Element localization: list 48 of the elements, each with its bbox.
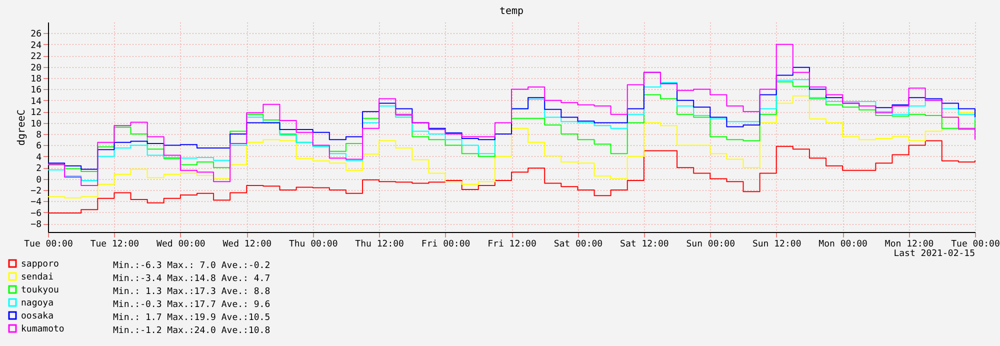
x-tick-label: Sun 00:00 — [686, 240, 736, 250]
text: Min.:-3.4 Max.:14.8 Ave.: 4.7 — [113, 274, 270, 284]
x-tick-label: Fri 00:00 — [421, 240, 470, 250]
text: Min.: 1.7 Max.:19.9 Ave.:10.5 — [113, 313, 270, 323]
legend-label: kumamoto — [21, 324, 64, 334]
legend-label: sendai — [21, 272, 54, 282]
x-tick-label: Wed 00:00 — [156, 240, 206, 250]
y-tick-label: 20 — [30, 63, 42, 74]
x-tick-label: Mon 00:00 — [818, 240, 868, 250]
x-tick-label: Fri 12:00 — [488, 240, 536, 250]
y-tick-label: 4 — [36, 152, 42, 163]
text: Last 2021-02-15 — [894, 249, 975, 259]
y-tick-label: −6 — [30, 208, 42, 219]
x-tick-label: Wed 12:00 — [222, 240, 272, 250]
y-tick-label: 2 — [36, 164, 42, 174]
chart-title: temp — [499, 6, 524, 17]
text: Min.:-6.3 Max.: 7.0 Ave.:-0.2 — [113, 261, 270, 271]
x-tick-label: Mon 12:00 — [884, 240, 934, 250]
legend-label: oosaka — [21, 312, 54, 322]
y-tick-label: 22 — [30, 52, 42, 62]
y-tick-label: 8 — [36, 130, 42, 140]
text: Min.:-1.2 Max.:24.0 Ave.:10.8 — [113, 326, 270, 336]
y-tick-label: 0 — [36, 175, 42, 186]
y-tick-label: 16 — [30, 86, 42, 96]
x-tick-label: Thu 00:00 — [288, 240, 338, 250]
text: Min.: 1.3 Max.:17.3 Ave.: 8.8 — [113, 287, 270, 297]
x-tick-label: Sat 12:00 — [620, 240, 669, 250]
y-tick-label: 24 — [30, 40, 42, 51]
x-tick-label: Tue 00:00 — [951, 240, 1000, 250]
y-tick-label: −8 — [30, 220, 42, 230]
y-tick-label: 10 — [30, 119, 42, 130]
x-tick-label: Tue 00:00 — [24, 240, 73, 250]
y-tick-label: 14 — [30, 96, 42, 107]
y-tick-label: 18 — [30, 74, 42, 84]
legend-label: nagoya — [21, 298, 54, 308]
y-tick-label: −2 — [30, 186, 42, 196]
legend-label: sapporo — [21, 260, 59, 270]
legend-label: toukyou — [21, 286, 59, 296]
y-axis-title: dgreeC — [16, 109, 28, 146]
y-tick-label: 26 — [30, 30, 42, 40]
text: Min.:-0.3 Max.:17.7 Ave.: 9.6 — [113, 300, 270, 310]
y-tick-label: −4 — [30, 198, 42, 208]
x-tick-label: Sat 00:00 — [554, 240, 603, 250]
x-tick-label: Tue 12:00 — [90, 240, 140, 250]
x-tick-label: Thu 12:00 — [355, 240, 404, 250]
y-tick-label: 12 — [30, 108, 42, 118]
y-tick-label: 6 — [36, 142, 42, 152]
x-tick-label: Sun 12:00 — [752, 240, 802, 250]
